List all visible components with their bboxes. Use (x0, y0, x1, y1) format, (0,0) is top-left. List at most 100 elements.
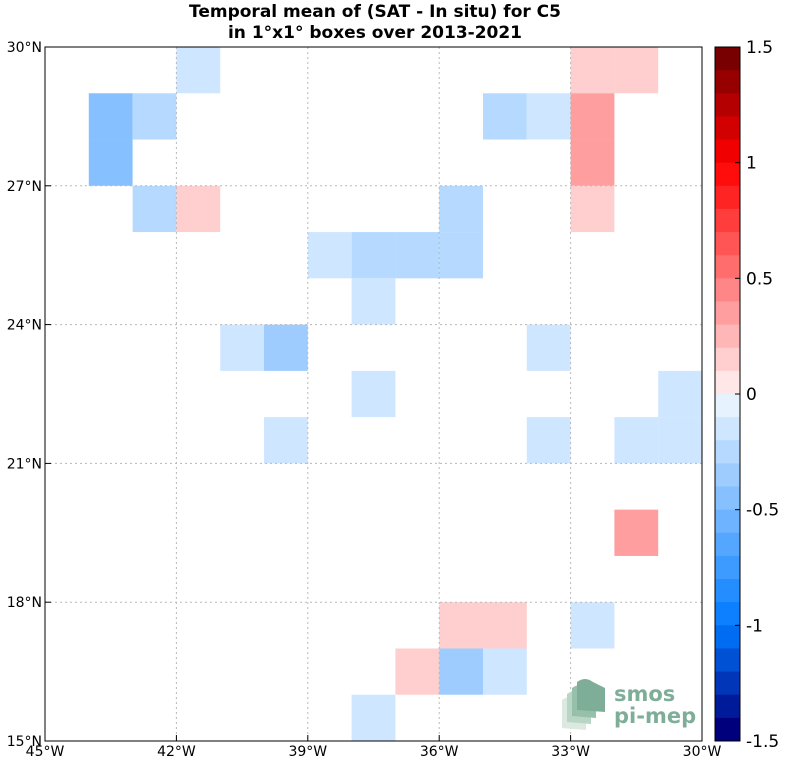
grid-cell (351, 694, 396, 741)
colorbar-swatch (715, 625, 740, 649)
grid-cells (88, 47, 702, 741)
grid-cell (176, 185, 221, 233)
y-axis-ticks: 15°N 18°N 21°N 24°N 27°N 30°N (7, 40, 51, 750)
grid-cell (439, 648, 483, 695)
grid-cell (614, 47, 659, 94)
grid-cell (526, 93, 571, 140)
colorbar-swatch (715, 579, 740, 603)
colorbar-swatches (715, 47, 740, 742)
grid-cell (88, 139, 133, 186)
grid-cell (483, 602, 527, 649)
colorbar-swatch (715, 417, 740, 441)
colorbar-swatch (715, 370, 740, 395)
map-plot-area: 45°W 42°W 39°W 36°W 33°W 30°W 15°N 18°N 21°N 24°… (7, 40, 722, 760)
grid-cell (395, 232, 440, 279)
grid-cell (439, 232, 483, 279)
colorbar-tick-label: 0.5 (746, 269, 773, 289)
colorbar-swatch (715, 70, 740, 94)
x-axis-ticks: 45°W 42°W 39°W 36°W 33°W 30°W (26, 735, 722, 760)
y-tick-label: 15°N (7, 734, 42, 750)
colorbar-swatch (715, 162, 740, 187)
grid-cell (176, 47, 221, 94)
map-frame (44, 46, 703, 742)
colorbar-swatch (715, 208, 740, 233)
logo-text-line2: pi-mep (614, 704, 696, 728)
colorbar-swatch (715, 278, 740, 302)
x-tick-label: 33°W (551, 744, 590, 760)
grid-cell (351, 232, 396, 279)
y-tick-label: 27°N (7, 179, 42, 195)
colorbar-swatch (715, 486, 740, 511)
colorbar-tick-label: 1 (746, 154, 757, 174)
grid-cell (658, 417, 702, 464)
gridlines (45, 47, 702, 741)
colorbar-ticks: 1.5 1 0.5 0 -0.5 -1 -1.5 (735, 38, 779, 752)
y-tick-label: 30°N (7, 40, 42, 56)
grid-cell (264, 417, 308, 464)
grid-cell (439, 602, 483, 649)
colorbar-swatch (715, 116, 740, 141)
grid-cell (526, 417, 571, 464)
colorbar-swatch (715, 602, 740, 626)
x-tick-label: 36°W (420, 744, 459, 760)
colorbar-swatch (715, 232, 740, 256)
colorbar-swatch (715, 440, 740, 464)
grid-cell (570, 139, 615, 186)
grid-cell (526, 324, 571, 371)
map-title-line2: in 1°x1° boxes over 2013-2021 (228, 23, 522, 43)
x-tick-label: 30°W (683, 744, 722, 760)
grid-cell (483, 648, 527, 695)
colorbar-swatch (715, 394, 740, 418)
grid-cell (132, 185, 177, 233)
colorbar-swatch (715, 255, 740, 279)
logo-text-line1: smos (614, 682, 675, 706)
colorbar-tick-label: -0.5 (746, 501, 779, 521)
colorbar-swatch (715, 463, 740, 488)
grid-cell (307, 232, 352, 279)
grid-cell (570, 602, 615, 649)
colorbar-swatch (715, 347, 740, 372)
grid-cell (132, 93, 177, 140)
grid-cell (614, 509, 659, 556)
colorbar-swatch (715, 532, 740, 557)
grid-cell (220, 324, 264, 371)
map-title-line1: Temporal mean of (SAT - In situ) for C5 (189, 2, 561, 22)
colorbar-swatch (715, 648, 740, 673)
colorbar-swatch (715, 694, 740, 719)
y-tick-label: 24°N (7, 318, 42, 334)
colorbar-swatch (715, 93, 740, 117)
x-tick-label: 42°W (157, 744, 196, 760)
smos-pimep-logo: smos pi-mep (562, 679, 696, 730)
grid-cell (614, 417, 659, 464)
grid-cell (439, 185, 483, 233)
colorbar-swatch (715, 301, 740, 326)
colorbar-swatch (715, 324, 740, 349)
colorbar-swatch (715, 185, 740, 210)
grid-cell (351, 370, 396, 418)
grid-cell (483, 93, 527, 140)
grid-cell (570, 47, 615, 94)
colorbar-swatch (715, 555, 740, 580)
x-tick-label: 39°W (288, 744, 327, 760)
colorbar-tick-label: 0 (746, 385, 757, 405)
grid-cell (570, 93, 615, 140)
colorbar-swatch (715, 47, 740, 71)
grid-cell (351, 278, 396, 325)
x-tick-label: 45°W (26, 744, 65, 760)
colorbar-tick-label: -1 (746, 616, 763, 636)
grid-cell (88, 93, 133, 140)
colorbar-tick-label: -1.5 (746, 732, 779, 752)
colorbar-swatch (715, 509, 740, 534)
colorbar-tick-label: 1.5 (746, 38, 773, 58)
y-tick-label: 18°N (7, 595, 42, 611)
grid-cell (264, 324, 308, 371)
colorbar-swatch (715, 139, 740, 164)
colorbar-swatch (715, 717, 740, 742)
y-tick-label: 21°N (7, 456, 42, 472)
grid-cell (395, 648, 440, 695)
colorbar-swatch (715, 671, 740, 696)
grid-cell (570, 185, 615, 233)
colorbar: 1.5 1 0.5 0 -0.5 -1 -1.5 (714, 38, 779, 752)
logo-waves-icon (562, 679, 605, 730)
